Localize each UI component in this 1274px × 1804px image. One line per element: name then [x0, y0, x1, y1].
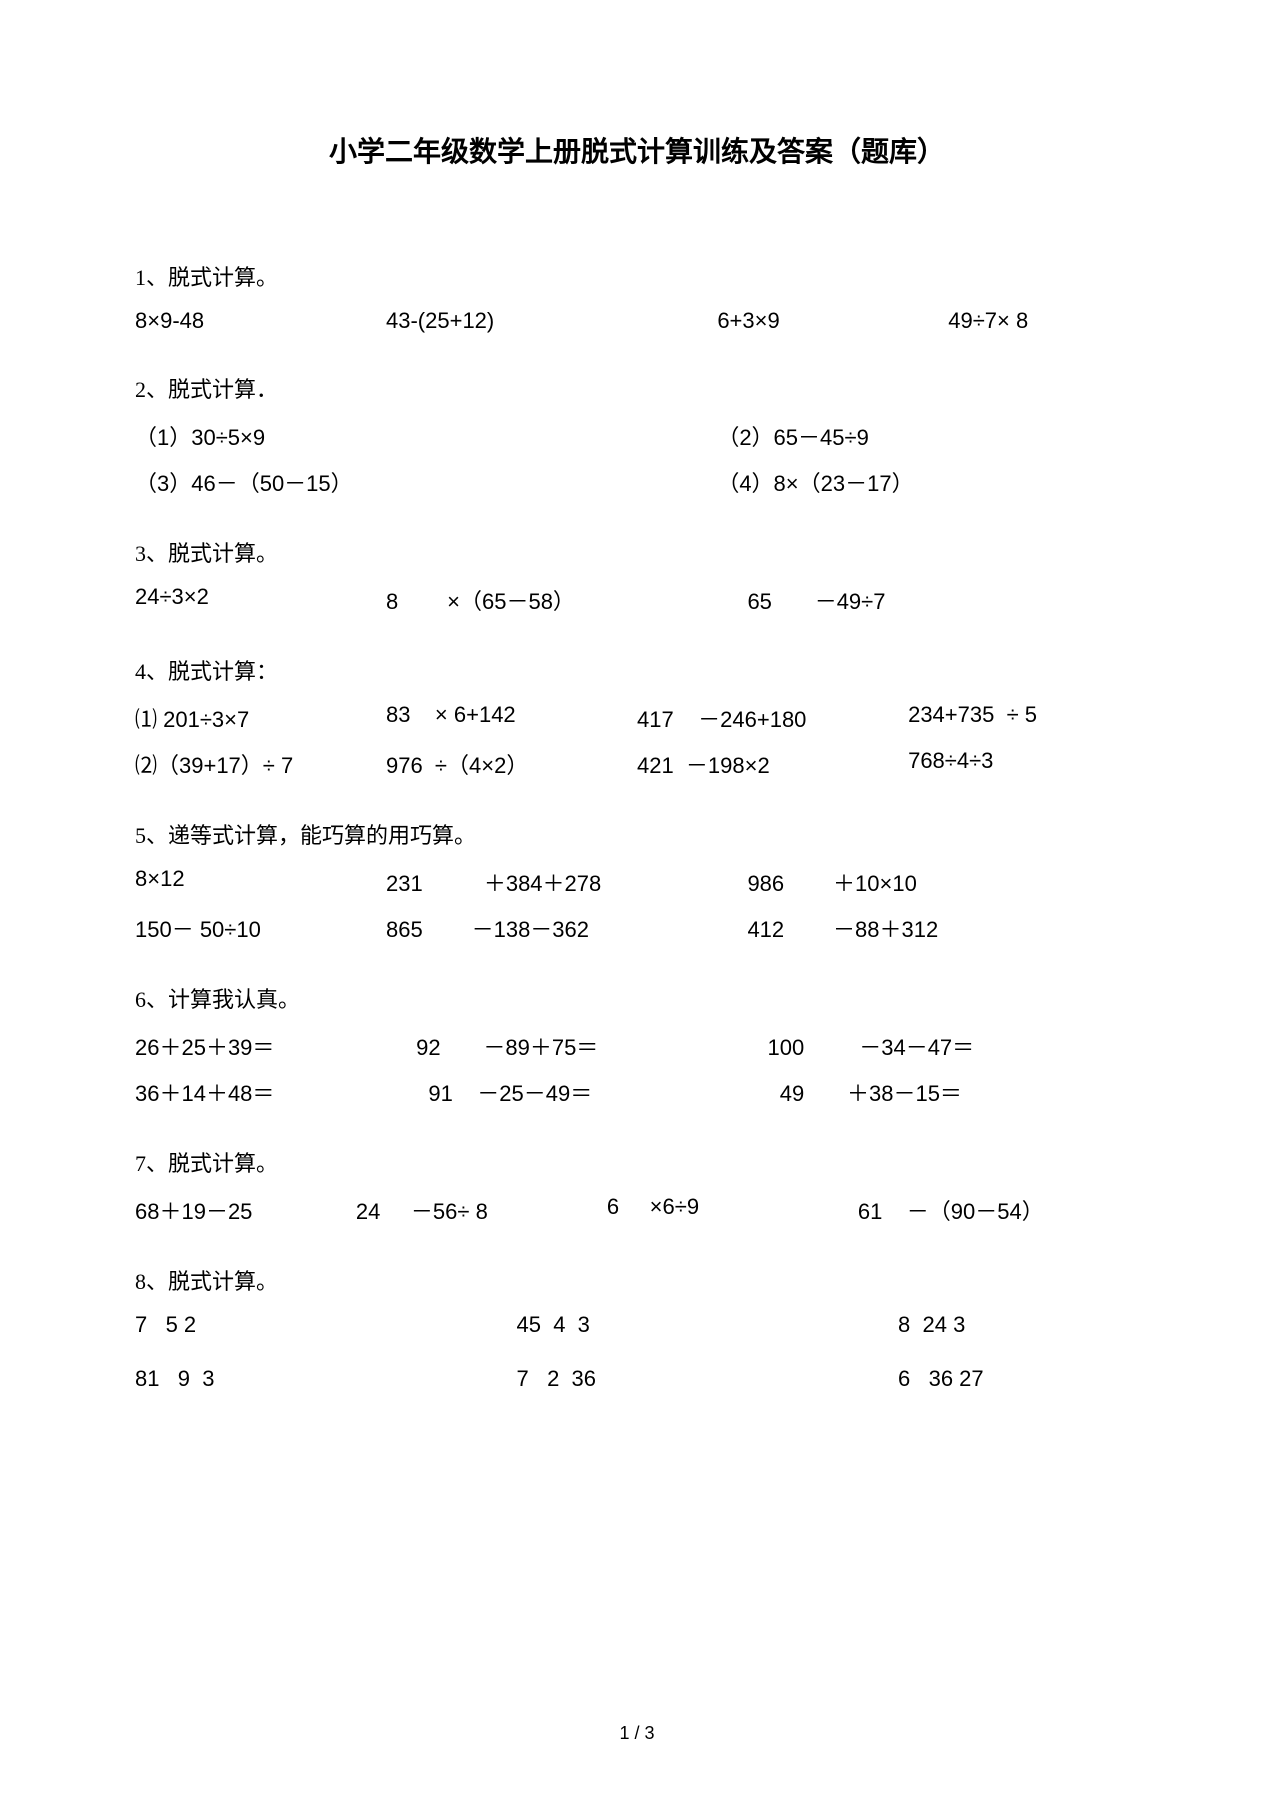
section-5-header: 5、递等式计算，能巧算的用巧算。: [135, 818, 1139, 850]
q2-expr-2: （2）65－45÷9: [717, 420, 1139, 452]
page-number: 1 / 3: [0, 1723, 1274, 1744]
q5-expr-3: 986 ＋10×10: [747, 866, 1139, 898]
section-2-row-1: （3）46－（50－15） （4）8×（23－17）: [135, 466, 1139, 498]
section-7-header: 7、脱式计算。: [135, 1146, 1139, 1178]
section-3-row-0: 24÷3×2 8 ×（65－58） 65 －49÷7: [135, 584, 1139, 616]
q5-expr-5: 865 －138－362: [386, 912, 747, 944]
q2-expr-4: （4）8×（23－17）: [717, 466, 1139, 498]
q2-expr-3: （3）46－（50－15）: [135, 466, 717, 498]
worksheet-page: 小学二年级数学上册脱式计算训练及答案（题库） 1、脱式计算。 8×9-48 43…: [0, 0, 1274, 1470]
q3-expr-1: 24÷3×2: [135, 584, 386, 616]
q4-expr-6: 976 ÷（4×2）: [386, 748, 637, 780]
section-2-row-0: （1）30÷5×9 （2）65－45÷9: [135, 420, 1139, 452]
section-7: 7、脱式计算。 68＋19－25 24 －56÷ 8 6 ×6÷9 61 －（9…: [135, 1146, 1139, 1226]
q6-expr-5: 91 －25－49＝: [416, 1076, 767, 1108]
q6-expr-3: 100 －34－47＝: [768, 1030, 1139, 1062]
q1-expr-3: 6+3×9: [717, 308, 948, 334]
q6-expr-4: 36＋14＋48＝: [135, 1076, 416, 1108]
q4-expr-3: 417 －246+180: [637, 702, 908, 734]
q6-expr-2: 92 －89＋75＝: [416, 1030, 767, 1062]
q7-expr-4: 61 －（90－54）: [858, 1194, 1139, 1226]
section-6: 6、计算我认真。 26＋25＋39＝ 92 －89＋75＝ 100 －34－47…: [135, 982, 1139, 1108]
q4-expr-5: ⑵（39+17）÷ 7: [135, 748, 386, 780]
q8-expr-4: 81 9 3: [135, 1366, 517, 1392]
q3-expr-2: 8 ×（65－58）: [386, 584, 747, 616]
section-8-row-1: 81 9 3 7 2 36 6 36 27: [135, 1366, 1139, 1392]
page-title: 小学二年级数学上册脱式计算训练及答案（题库）: [135, 130, 1139, 170]
section-6-header: 6、计算我认真。: [135, 982, 1139, 1014]
section-6-row-1: 36＋14＋48＝ 91 －25－49＝ 49 ＋38－15＝: [135, 1076, 1139, 1108]
section-2: 2、脱式计算． （1）30÷5×9 （2）65－45÷9 （3）46－（50－1…: [135, 372, 1139, 498]
section-5-row-1: 150－ 50÷10 865 －138－362 412 －88＋312: [135, 912, 1139, 944]
q7-expr-2: 24 －56÷ 8: [356, 1194, 607, 1226]
section-5: 5、递等式计算，能巧算的用巧算。 8×12 231 ＋384＋278 986 ＋…: [135, 818, 1139, 944]
section-3-header: 3、脱式计算。: [135, 536, 1139, 568]
section-4-row-1: ⑵（39+17）÷ 7 976 ÷（4×2） 421 －198×2 768÷4÷…: [135, 748, 1139, 780]
section-8: 8、脱式计算。 7 5 2 45 4 3 8 24 3 81 9 3 7 2 3…: [135, 1264, 1139, 1392]
q1-expr-4: 49÷7× 8: [948, 308, 1139, 334]
q1-expr-1: 8×9-48: [135, 308, 386, 334]
q4-expr-4: 234+735 ÷ 5: [908, 702, 1139, 734]
q4-expr-7: 421 －198×2: [637, 748, 908, 780]
q8-expr-1: 7 5 2: [135, 1312, 517, 1338]
q8-expr-6: 6 36 27: [898, 1366, 1139, 1392]
q5-expr-1: 8×12: [135, 866, 386, 898]
q6-expr-1: 26＋25＋39＝: [135, 1030, 416, 1062]
q7-expr-3: 6 ×6÷9: [607, 1194, 858, 1226]
q1-expr-2: 43-(25+12): [386, 308, 717, 334]
section-6-row-0: 26＋25＋39＝ 92 －89＋75＝ 100 －34－47＝: [135, 1030, 1139, 1062]
section-1: 1、脱式计算。 8×9-48 43-(25+12) 6+3×9 49÷7× 8: [135, 260, 1139, 334]
section-4-row-0: ⑴ 201÷3×7 83 × 6+142 417 －246+180 234+73…: [135, 702, 1139, 734]
section-4-header: 4、脱式计算：: [135, 654, 1139, 686]
section-3: 3、脱式计算。 24÷3×2 8 ×（65－58） 65 －49÷7: [135, 536, 1139, 616]
section-2-header: 2、脱式计算．: [135, 372, 1139, 404]
section-4: 4、脱式计算： ⑴ 201÷3×7 83 × 6+142 417 －246+18…: [135, 654, 1139, 780]
q2-expr-1: （1）30÷5×9: [135, 420, 717, 452]
q8-expr-3: 8 24 3: [898, 1312, 1139, 1338]
q5-expr-4: 150－ 50÷10: [135, 912, 386, 944]
q5-expr-2: 231 ＋384＋278: [386, 866, 747, 898]
section-1-header: 1、脱式计算。: [135, 260, 1139, 292]
q4-expr-8: 768÷4÷3: [908, 748, 1139, 780]
section-8-header: 8、脱式计算。: [135, 1264, 1139, 1296]
q5-expr-6: 412 －88＋312: [747, 912, 1139, 944]
section-5-row-0: 8×12 231 ＋384＋278 986 ＋10×10: [135, 866, 1139, 898]
q4-expr-1: ⑴ 201÷3×7: [135, 702, 386, 734]
q8-expr-2: 45 4 3: [517, 1312, 899, 1338]
q4-expr-2: 83 × 6+142: [386, 702, 637, 734]
section-7-row-0: 68＋19－25 24 －56÷ 8 6 ×6÷9 61 －（90－54）: [135, 1194, 1139, 1226]
q6-expr-6: 49 ＋38－15＝: [768, 1076, 1139, 1108]
section-1-row-0: 8×9-48 43-(25+12) 6+3×9 49÷7× 8: [135, 308, 1139, 334]
q8-expr-5: 7 2 36: [517, 1366, 899, 1392]
q3-expr-3: 65 －49÷7: [747, 584, 1139, 616]
section-8-row-0: 7 5 2 45 4 3 8 24 3: [135, 1312, 1139, 1338]
q7-expr-1: 68＋19－25: [135, 1194, 356, 1226]
